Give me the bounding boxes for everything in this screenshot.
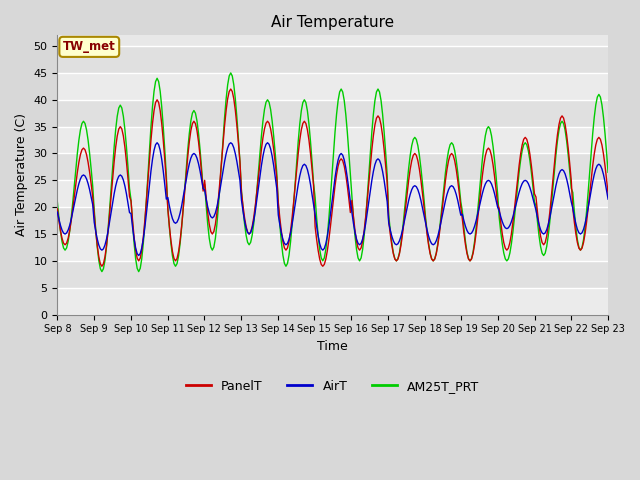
Y-axis label: Air Temperature (C): Air Temperature (C)	[15, 113, 28, 237]
Bar	[58, 261, 608, 288]
Bar	[58, 207, 608, 234]
Title: Air Temperature: Air Temperature	[271, 15, 394, 30]
Text: TW_met: TW_met	[63, 40, 116, 53]
Bar	[58, 127, 608, 154]
Legend: PanelT, AirT, AM25T_PRT: PanelT, AirT, AM25T_PRT	[181, 375, 484, 398]
Bar	[58, 100, 608, 127]
Bar	[58, 288, 608, 314]
Bar	[58, 46, 608, 73]
X-axis label: Time: Time	[317, 340, 348, 353]
Bar	[58, 73, 608, 100]
Bar	[58, 234, 608, 261]
Bar	[58, 154, 608, 180]
Bar	[58, 180, 608, 207]
